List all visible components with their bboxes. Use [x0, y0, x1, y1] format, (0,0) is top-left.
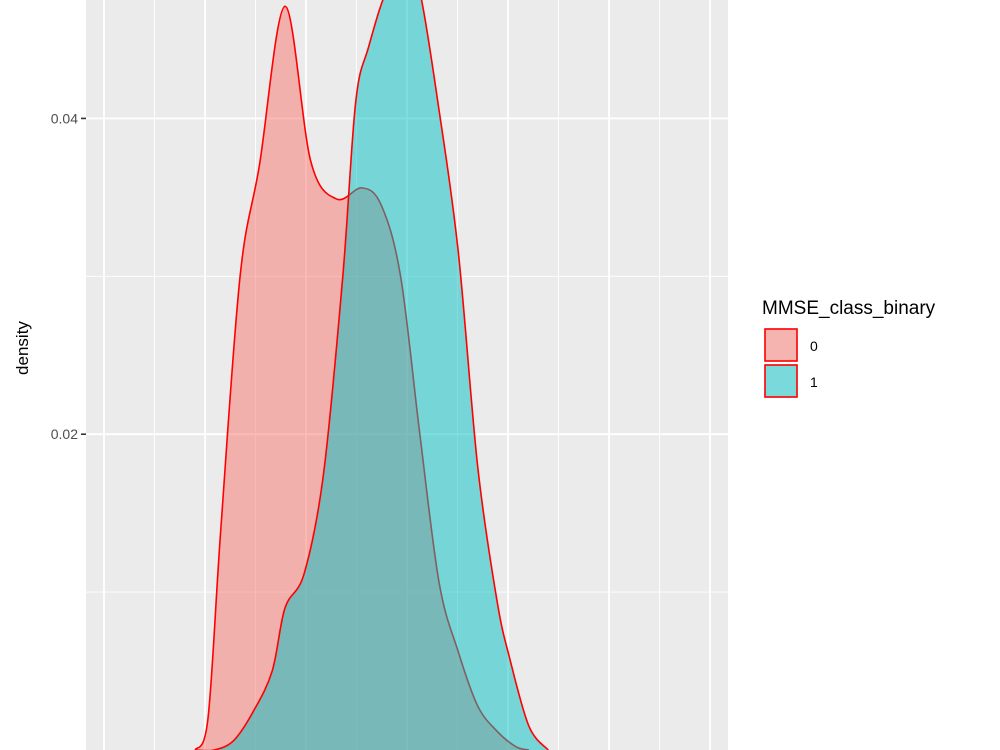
density-areas: [194, 0, 549, 750]
legend: MMSE_class_binary 0 1: [762, 298, 936, 398]
y-tick-label: 0.02: [51, 426, 78, 442]
density-area-1: [195, 0, 549, 750]
legend-key-0: [764, 328, 798, 362]
y-tick-label: 0.04: [51, 110, 78, 126]
y-axis-label: density: [13, 321, 32, 375]
density-outline-1: [195, 0, 549, 750]
legend-title: MMSE_class_binary: [762, 298, 936, 319]
y-axis: 0.02 0.04: [51, 110, 86, 442]
legend-label-1: 1: [810, 374, 818, 390]
legend-label-0: 0: [810, 338, 818, 354]
legend-key-1: [764, 364, 798, 398]
